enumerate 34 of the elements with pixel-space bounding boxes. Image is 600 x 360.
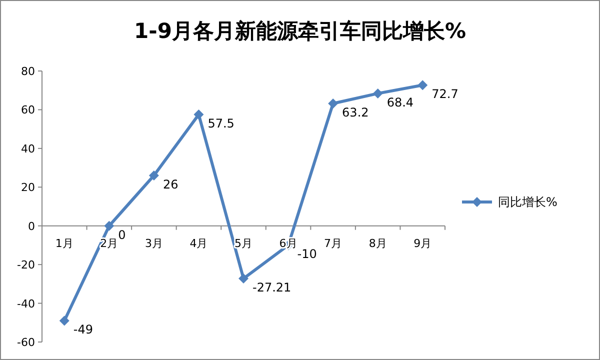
data-label: -10: [297, 247, 317, 262]
data-label: 57.5: [208, 116, 234, 131]
data-label: -27.21: [252, 280, 292, 295]
y-tick-label: -20: [17, 258, 35, 272]
data-label: 26: [162, 178, 178, 192]
x-tick-label: 4月: [190, 236, 208, 250]
x-tick-label: 8月: [368, 236, 387, 250]
legend-label: 同比增长%: [498, 195, 558, 209]
data-label: 68.4: [386, 95, 414, 110]
y-tick-label: 20: [21, 181, 35, 194]
x-tick-label: 5月: [234, 236, 252, 250]
point: [238, 274, 248, 284]
y-tick-label: 80: [21, 65, 35, 78]
y-tick-label: -40: [17, 297, 35, 310]
y-tick-label: 60: [21, 104, 35, 117]
x-tick-label: 9月: [414, 236, 432, 250]
data-label: 0: [118, 228, 126, 242]
data-label: -49: [73, 322, 93, 337]
point: [372, 88, 383, 98]
y-tick-label: -60: [17, 336, 35, 349]
x-tick-label: 1月: [55, 236, 74, 250]
point: [59, 316, 70, 326]
point: [148, 170, 159, 181]
point: [104, 220, 114, 231]
y-tick-label: 40: [21, 142, 35, 156]
data-label: 72.7: [432, 87, 458, 102]
point: [328, 98, 338, 109]
x-tick-label: 7月: [324, 236, 342, 250]
point: [194, 110, 204, 120]
chart-title: 1-9月各月新能源牵引车同比增长%: [134, 19, 466, 43]
point: [418, 80, 428, 90]
y-tick-label: 0: [28, 220, 35, 233]
x-tick-label: 3月: [144, 236, 163, 250]
data-label: 63.2: [342, 106, 369, 120]
